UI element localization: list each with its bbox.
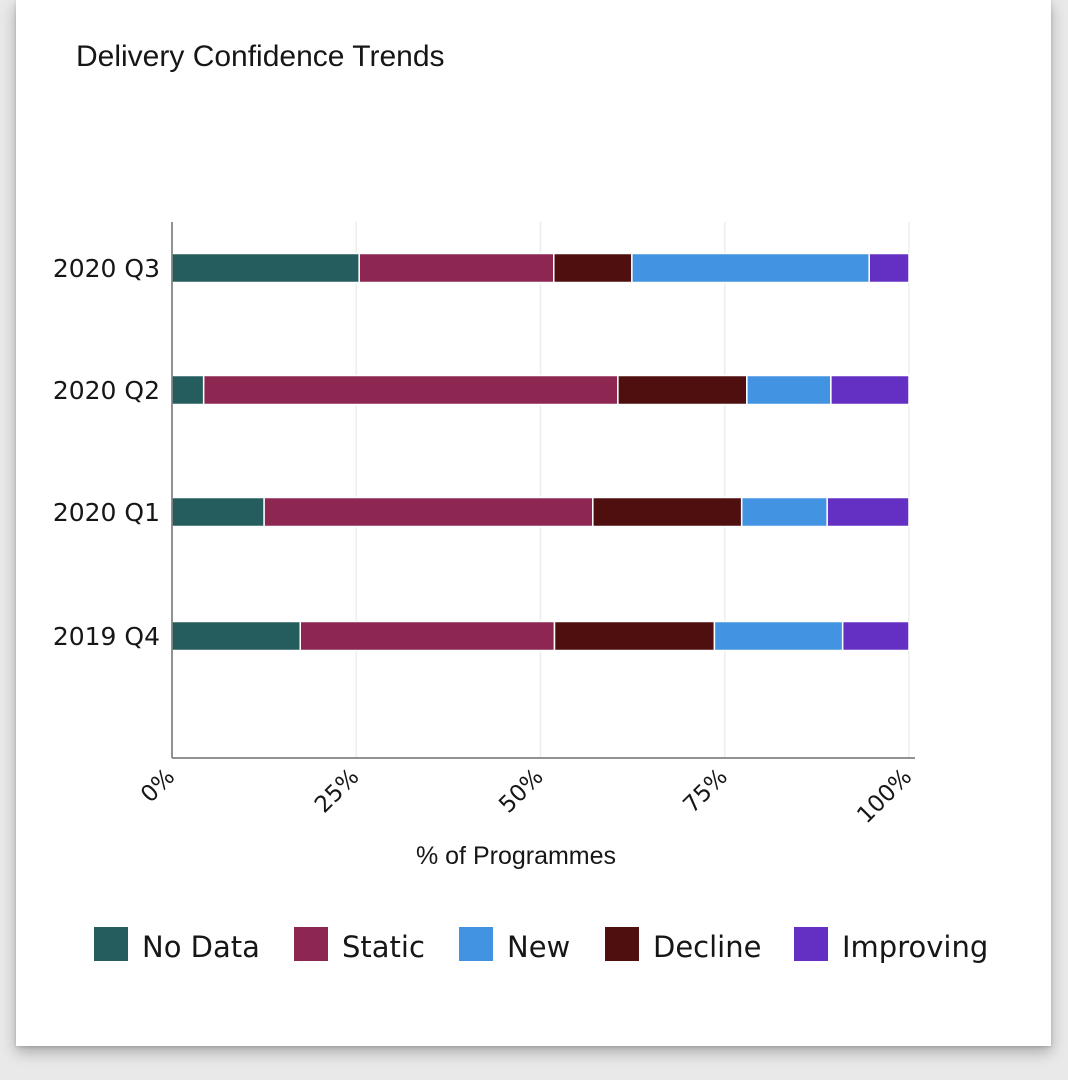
legend-item-new: New <box>459 927 570 964</box>
bar-2020-q2-improving <box>830 374 910 406</box>
legend-swatch <box>294 927 328 961</box>
legend-item-improving: Improving <box>794 927 988 964</box>
bar-2020-q1-improving <box>826 496 910 528</box>
bar-2020-q2-decline <box>617 374 748 406</box>
legend-item-static: Static <box>294 927 425 964</box>
grid-lines <box>355 222 910 758</box>
bar-2020-q2-new <box>746 374 832 406</box>
legend-label: No Data <box>142 930 260 964</box>
x-tick-label: 0% <box>136 764 180 808</box>
stacked-bar-chart: 0% 25% 50% 75% 100% 2020 Q3 2020 Q2 2020 Q1 201… <box>53 222 988 964</box>
legend: No Data Static New Decline Improving <box>94 927 988 964</box>
category-labels: 2020 Q3 2020 Q2 2020 Q1 2019 Q4 <box>53 254 160 651</box>
bar-2020-q1-static <box>263 496 594 528</box>
legend-label: New <box>507 930 570 964</box>
bars <box>171 252 910 652</box>
legend-label: Improving <box>842 930 988 964</box>
bar-2019-q4-decline <box>553 620 716 652</box>
bar-2020-q3-new <box>631 252 870 284</box>
x-tick-labels: 0% 25% 50% 75% 100% <box>136 764 917 829</box>
legend-swatch <box>794 927 828 961</box>
bar-2020-q1-no-data <box>171 496 265 528</box>
x-tick-label: 75% <box>678 764 733 819</box>
legend-swatch <box>605 927 639 961</box>
bar-2020-q3-no-data <box>171 252 360 284</box>
category-label: 2020 Q2 <box>53 376 160 405</box>
bar-2019-q4-improving <box>841 620 910 652</box>
bar-2020-q3-decline <box>553 252 633 284</box>
bar-2020-q3-static <box>358 252 555 284</box>
legend-swatch <box>459 927 493 961</box>
bar-2020-q2-no-data <box>171 374 205 406</box>
x-axis-title: % of Programmes <box>416 842 616 870</box>
legend-label: Static <box>342 930 425 964</box>
x-tick-label: 50% <box>494 764 549 819</box>
bar-2019-q4-no-data <box>171 620 301 652</box>
legend-item-no-data: No Data <box>94 927 260 964</box>
legend-swatch <box>94 927 128 961</box>
bar-2019-q4-new <box>713 620 844 652</box>
legend-item-decline: Decline <box>605 927 761 964</box>
chart-title: Delivery Confidence Trends <box>76 40 445 73</box>
bar-2020-q2-static <box>202 374 619 406</box>
category-label: 2020 Q3 <box>53 254 160 283</box>
bar-2019-q4-static <box>299 620 556 652</box>
bar-2020-q1-decline <box>592 496 743 528</box>
bar-2020-q3-improving <box>868 252 910 284</box>
category-label: 2020 Q1 <box>53 498 160 527</box>
legend-label: Decline <box>653 930 761 964</box>
chart-card: Delivery Confidence Trends 0% 25% 50% 75% 10… <box>16 0 1051 1046</box>
x-tick-label: 100% <box>852 764 917 829</box>
category-label: 2019 Q4 <box>53 622 160 651</box>
x-tick-label: 25% <box>310 764 365 819</box>
bar-2020-q1-new <box>740 496 828 528</box>
axes <box>171 222 915 759</box>
